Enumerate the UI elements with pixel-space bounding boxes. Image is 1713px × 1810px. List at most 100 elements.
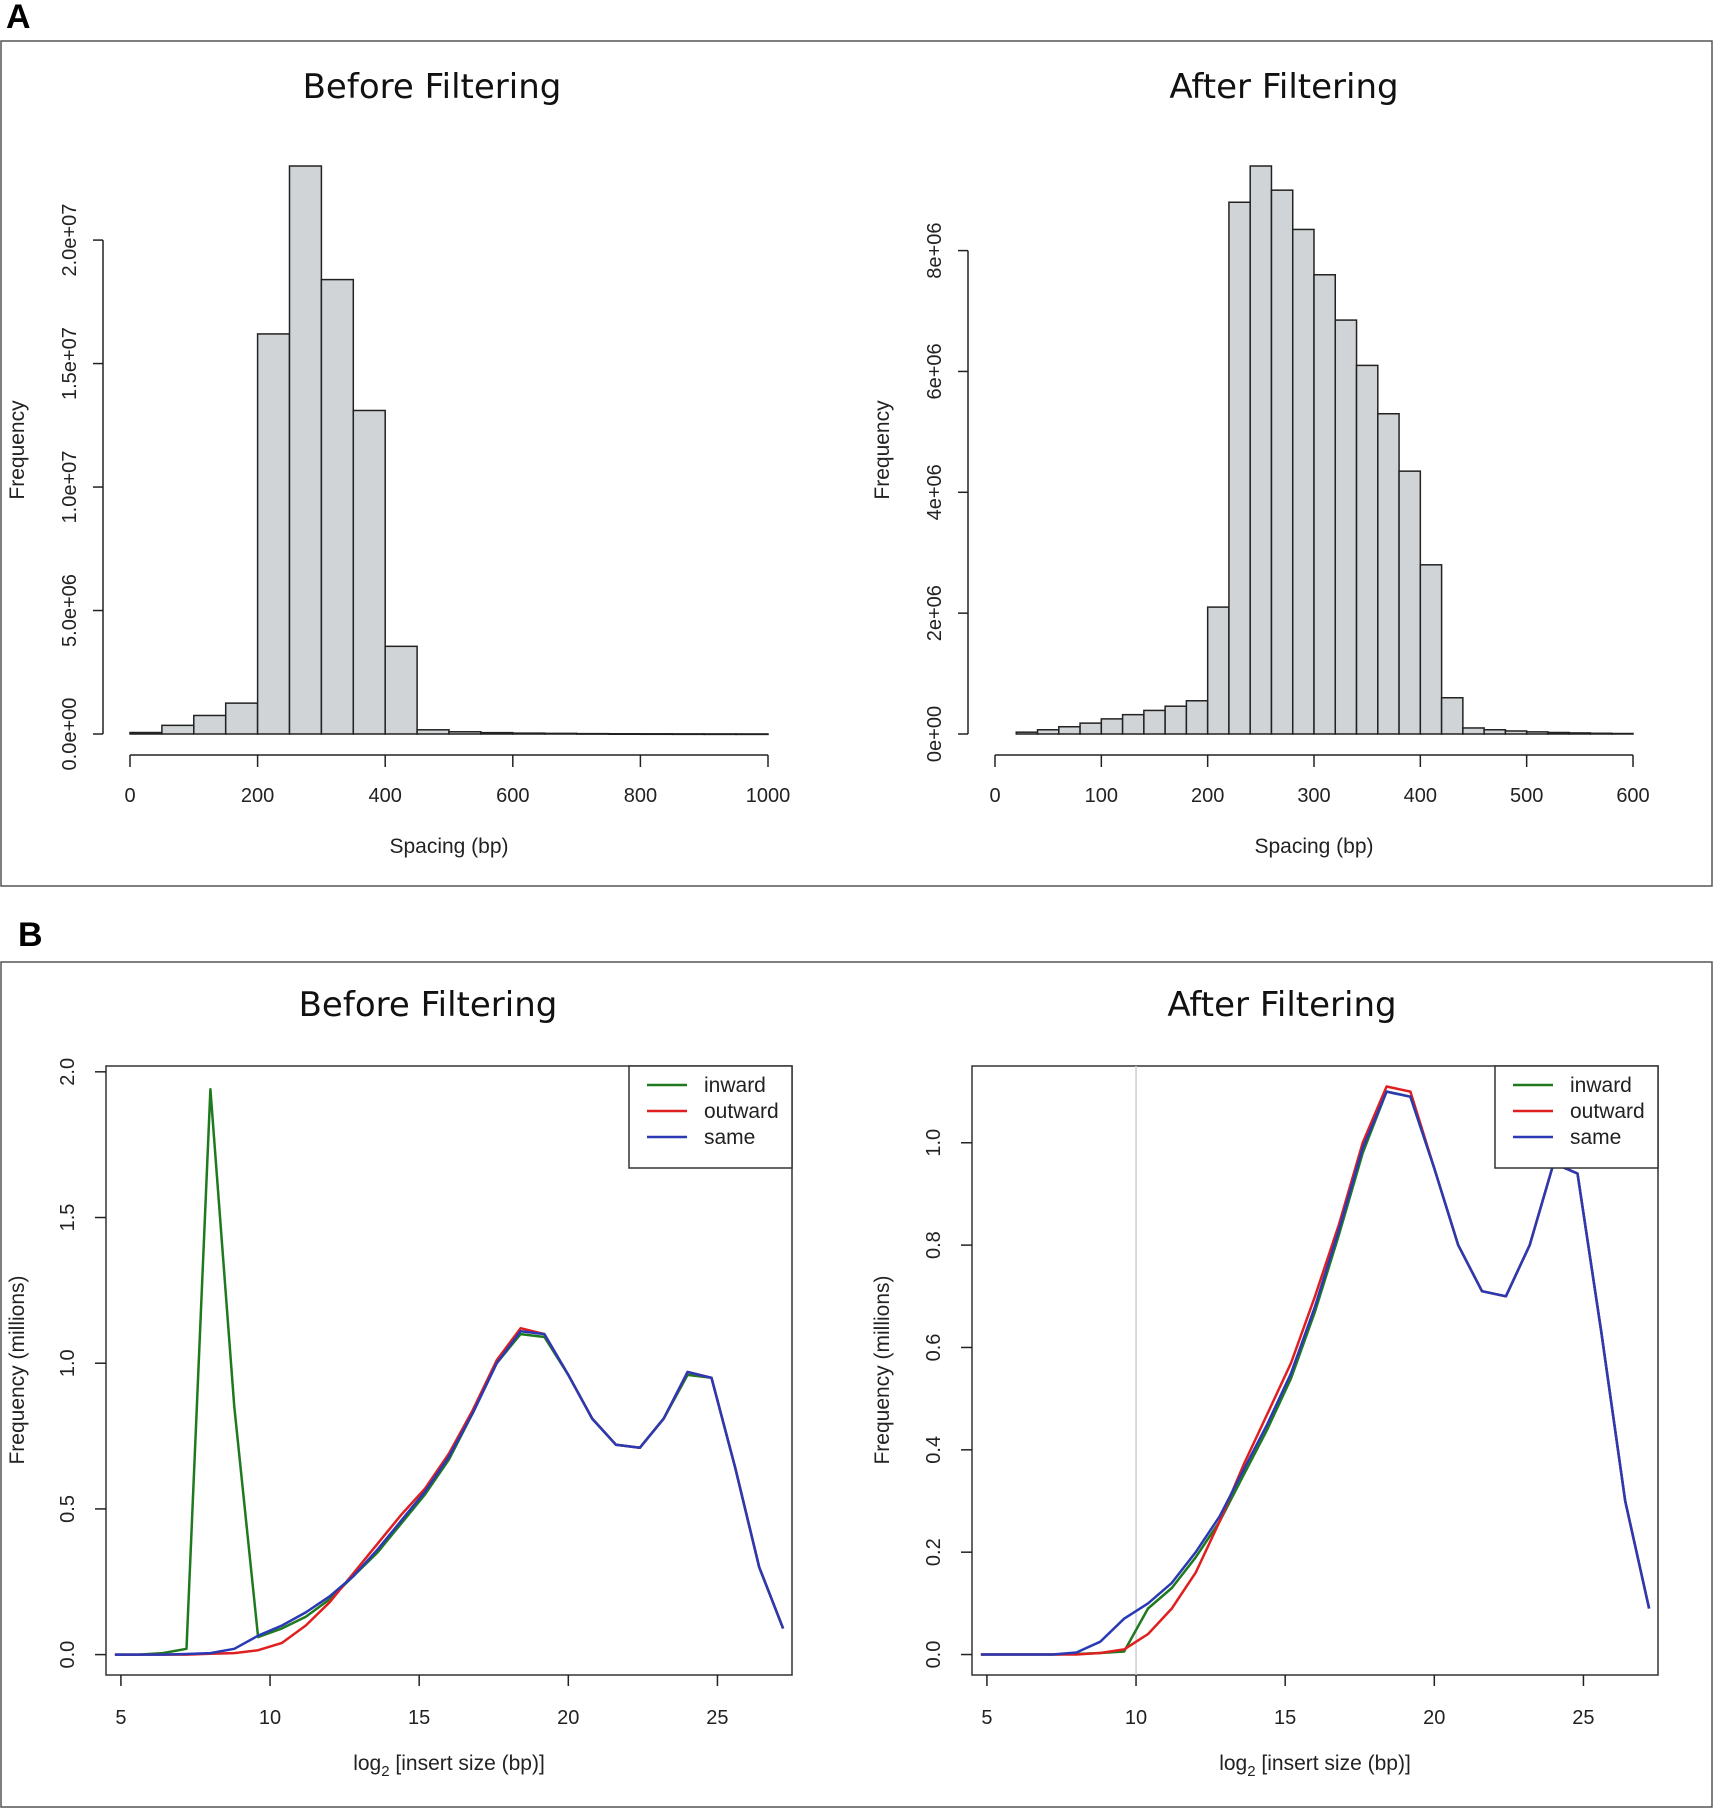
x-tick-label: 100 — [1085, 785, 1118, 807]
histogram-bar — [384, 645, 418, 735]
histogram-bar — [703, 733, 737, 736]
histogram-bar — [1610, 732, 1634, 735]
y-tick-label: 2e+06 — [924, 585, 946, 641]
y-tick-label: 1.5 — [57, 1204, 79, 1232]
chart-title: Before Filtering — [303, 67, 562, 107]
histogram-bar — [352, 409, 386, 735]
y-tick-label: 0.4 — [923, 1436, 945, 1464]
histogram-bar — [1121, 713, 1145, 735]
y-tick-label: 0.5 — [57, 1495, 79, 1523]
histogram-bar — [1398, 470, 1422, 735]
histogram-bar — [480, 731, 514, 735]
x-tick-label: 300 — [1297, 785, 1330, 807]
histogram-bar — [1313, 274, 1337, 735]
legend-label-inward: inward — [704, 1074, 766, 1097]
y-tick-label: 2.0 — [57, 1058, 79, 1086]
histogram-bar — [543, 732, 578, 735]
x-axis-label: Spacing (bp) — [389, 835, 508, 858]
x-tick-label: 20 — [1423, 1707, 1445, 1729]
histogram-bar — [1504, 730, 1528, 735]
legend-label-inward: inward — [1570, 1074, 1632, 1097]
histogram-bar — [1100, 718, 1124, 735]
histogram-bar — [1036, 729, 1060, 735]
series-line-outward — [980, 1085, 1651, 1656]
x-tick-label: 15 — [408, 1707, 430, 1729]
legend-label-outward: outward — [704, 1100, 779, 1123]
histogram-bar — [671, 733, 705, 736]
y-axis-label: Frequency — [871, 400, 894, 500]
histogram-bar — [1249, 165, 1273, 735]
histogram-bar — [1483, 729, 1507, 735]
x-tick-label: 25 — [1572, 1707, 1594, 1729]
plot-frame — [971, 1065, 1659, 1676]
series-line-outward — [114, 1326, 785, 1656]
histogram-bar — [1589, 732, 1613, 735]
chart-title: After Filtering — [1167, 985, 1396, 1025]
y-tick-label: 1.0 — [923, 1129, 945, 1157]
histogram-bar — [1058, 725, 1081, 735]
histogram-bar — [288, 165, 323, 735]
y-tick-label: 0.6 — [923, 1334, 945, 1362]
y-tick-label: 0e+00 — [924, 706, 946, 762]
y-tick-label: 8e+06 — [924, 223, 946, 279]
x-tick-label: 25 — [706, 1707, 728, 1729]
x-tick-label: 10 — [1125, 1707, 1147, 1729]
panel-b-letter: B — [18, 916, 43, 954]
chart-a-before: Before Filtering 0 200 400 600 800 1000 0.0e+00… — [6, 67, 790, 858]
panel-a-frame — [0, 40, 1713, 887]
x-tick-label: 600 — [1616, 785, 1649, 807]
histogram-bar — [1228, 201, 1251, 735]
histogram-bar — [639, 733, 674, 736]
x-tick-label: 0 — [989, 785, 1000, 807]
x-tick-label: 15 — [1274, 1707, 1296, 1729]
legend-label-same: same — [1570, 1126, 1621, 1149]
series-line-same — [980, 1090, 1651, 1656]
series-line-same — [114, 1329, 785, 1656]
x-tick-label: 0 — [124, 785, 135, 807]
chart-b-before: Before Filtering 5 10 15 20 25 0.0 0.5 1.0 1.5 2.0… — [6, 985, 793, 1780]
y-tick-label: 0.0 — [923, 1641, 945, 1669]
series-line-inward — [114, 1088, 785, 1656]
x-tick-label: 20 — [557, 1707, 579, 1729]
histogram-bar — [607, 733, 642, 736]
histogram-bar — [320, 278, 355, 735]
y-tick-label: 0.0e+00 — [59, 698, 81, 771]
histogram-bar — [161, 724, 195, 735]
y-axis-label: Frequency (millions) — [6, 1275, 29, 1464]
legend-label-outward: outward — [1570, 1100, 1645, 1123]
y-tick-label: 1.0 — [57, 1349, 79, 1377]
histogram-bar — [448, 731, 482, 735]
legend-box — [1494, 1065, 1659, 1169]
y-tick-label: 0.8 — [923, 1231, 945, 1259]
y-tick-label: 6e+06 — [924, 343, 946, 399]
histogram-bar — [735, 733, 769, 736]
y-tick-label: 1.0e+07 — [59, 451, 81, 524]
histogram-bar — [1462, 727, 1485, 735]
histogram-bar — [1206, 606, 1230, 735]
histogram-bar — [1440, 696, 1464, 735]
histogram-bar — [1355, 364, 1379, 735]
y-tick-label: 2.0e+07 — [59, 204, 81, 277]
x-tick-label: 10 — [259, 1707, 281, 1729]
histogram-bar — [193, 714, 227, 735]
histogram-bar — [224, 702, 259, 735]
x-tick-label: 200 — [241, 785, 274, 807]
histogram-bar — [575, 732, 610, 735]
histogram-bar — [1143, 709, 1166, 735]
x-tick-label: 400 — [1404, 785, 1437, 807]
x-tick-label: 200 — [1191, 785, 1224, 807]
x-axis-label: log2 [insert size (bp)] — [353, 1752, 545, 1780]
histogram-bar — [129, 731, 163, 735]
y-tick-label: 5.0e+06 — [59, 574, 81, 647]
legend-label-same: same — [704, 1126, 755, 1149]
plot-frame — [105, 1065, 793, 1676]
legend-box — [628, 1065, 793, 1169]
y-tick-label: 4e+06 — [924, 464, 946, 520]
histogram-bar — [1291, 228, 1315, 735]
chart-title: Before Filtering — [299, 985, 558, 1025]
y-tick-label: 1.5e+07 — [59, 327, 81, 400]
histogram-bar — [416, 729, 450, 735]
histogram-bar — [1334, 319, 1358, 735]
panel-b-frame — [0, 961, 1713, 1808]
